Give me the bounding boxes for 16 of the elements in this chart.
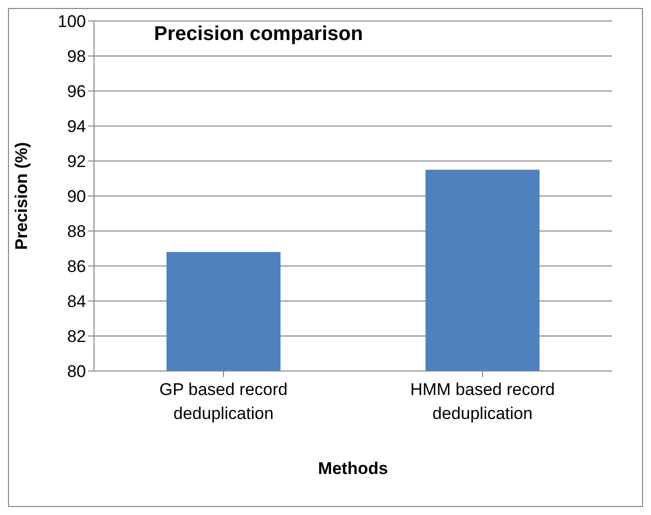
y-tick-label: 96	[67, 82, 86, 102]
chart-title: Precision comparison	[154, 23, 363, 46]
x-tick-label: HMM based record deduplication	[410, 380, 555, 423]
x-axis-title: Methods	[318, 459, 388, 478]
y-tick-label: 98	[67, 47, 86, 66]
y-tick-label: 84	[67, 292, 86, 312]
y-axis-title: Precision (%)	[12, 142, 32, 250]
y-tick-label: 94	[67, 117, 86, 136]
y-tick-label: 86	[67, 257, 86, 276]
y-tick-label: 80	[67, 362, 86, 382]
y-tick-label: 100	[58, 12, 86, 32]
x-tick-label: GP based record deduplication	[159, 380, 288, 423]
y-tick-label: 88	[67, 222, 86, 242]
y-tick-label: 92	[67, 152, 86, 172]
y-tick-label: 82	[67, 327, 86, 346]
y-tick-label: 90	[67, 187, 86, 206]
